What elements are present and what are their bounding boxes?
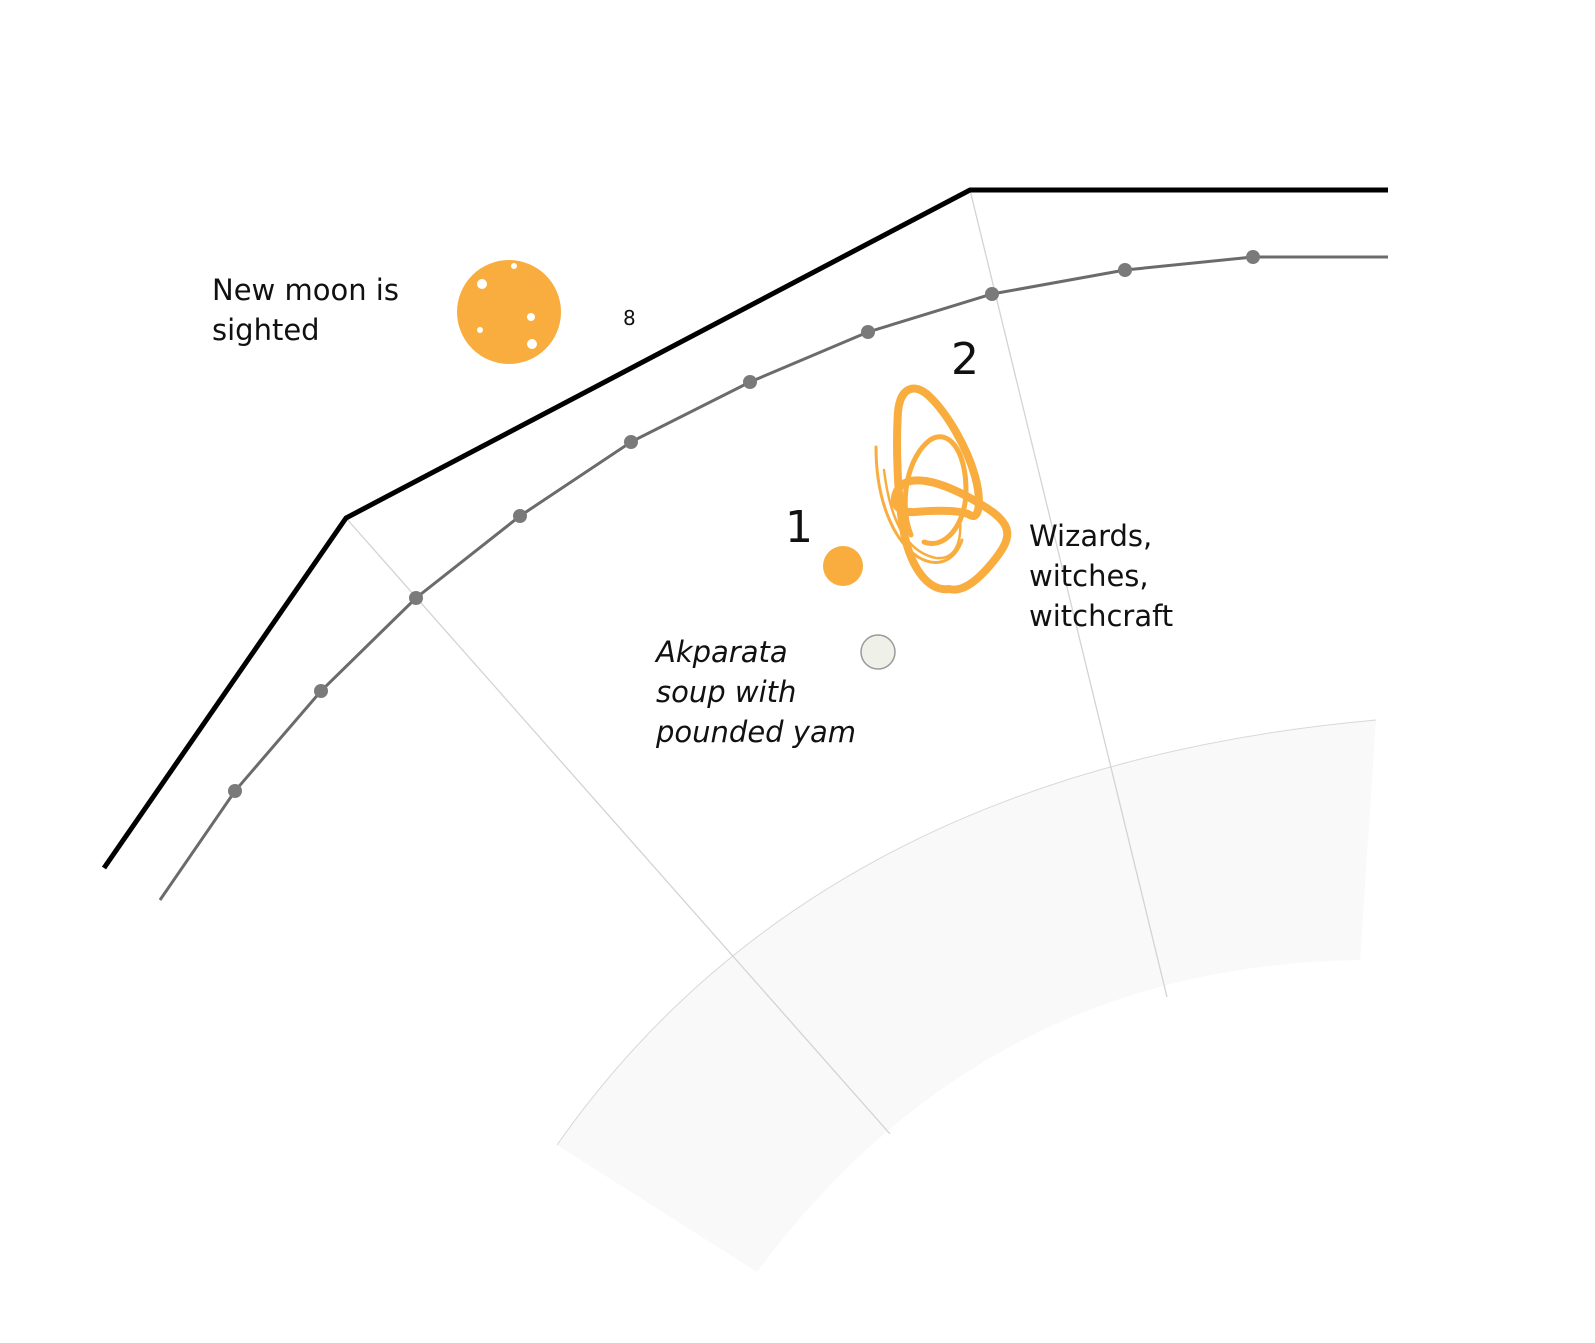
label-number-one: 1 [785, 502, 813, 553]
label-new-moon: New moon is sighted [212, 273, 399, 347]
track-marker [513, 509, 527, 523]
full-moon-dotted-icon [457, 260, 561, 364]
label-wizards: Wizards, witches, witchcraft [1029, 519, 1174, 633]
track-marker [314, 684, 328, 698]
guide-line-right [969, 189, 1168, 998]
label-number-two: 2 [951, 334, 979, 385]
track-marker [1246, 250, 1260, 264]
track-marker [228, 784, 242, 798]
guide-line-left [345, 517, 891, 1135]
track-marker [409, 591, 423, 605]
track-marker [1118, 263, 1132, 277]
inner-track-line [158, 255, 1388, 901]
label-akparata: Akparata soup with pounded yam [656, 635, 856, 749]
track-marker [985, 287, 999, 301]
soup-dot-icon [860, 634, 896, 670]
witchcraft-scribble-icon [874, 384, 1012, 594]
label-small-number: 8 [623, 306, 636, 330]
track-marker [743, 375, 757, 389]
track-markers [228, 250, 1260, 798]
wheel-band [557, 720, 1376, 1272]
track-marker [861, 325, 875, 339]
outer-boundary-line [101, 187, 1388, 870]
wheel-band-edge [556, 719, 1377, 1146]
event-dot-icon [823, 546, 863, 586]
track-marker [624, 435, 638, 449]
